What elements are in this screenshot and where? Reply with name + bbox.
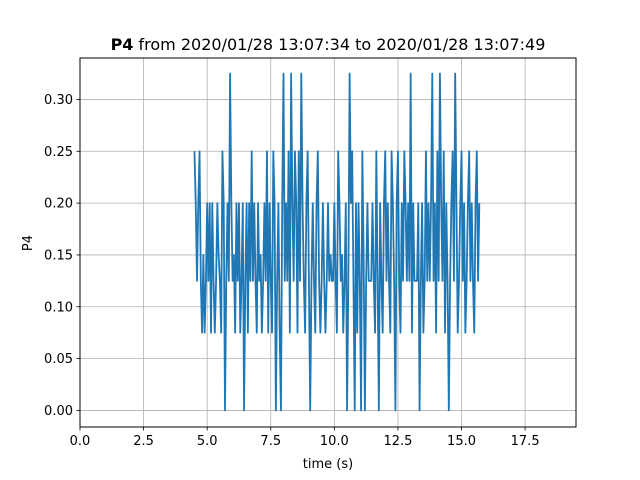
y-axis-label: P4 bbox=[21, 235, 36, 251]
x-tick-label: 0.0 bbox=[70, 434, 91, 449]
series-layer bbox=[193, 72, 481, 412]
x-tick-label: 12.5 bbox=[383, 434, 412, 449]
x-tick-label: 5.0 bbox=[197, 434, 218, 449]
series-line bbox=[193, 72, 481, 412]
x-tick-label: 15.0 bbox=[447, 434, 476, 449]
y-tick-label: 0.00 bbox=[44, 404, 73, 419]
x-tick-label: 10.0 bbox=[320, 434, 349, 449]
x-tick-label: 7.5 bbox=[260, 434, 281, 449]
chart-title: P4 from 2020/01/28 13:07:34 to 2020/01/2… bbox=[111, 35, 546, 54]
y-tick-label: 0.20 bbox=[44, 197, 73, 212]
chart-title-rest: from 2020/01/28 13:07:34 to 2020/01/28 1… bbox=[133, 35, 545, 54]
x-tick-label: 17.5 bbox=[511, 434, 540, 449]
x-axis: 0.0 2.5 5.0 7.5 10.0 12.5 15.0 17.5 bbox=[70, 427, 540, 449]
y-tick-label: 0.25 bbox=[44, 145, 73, 160]
y-tick-label: 0.05 bbox=[44, 352, 73, 367]
y-tick-label: 0.15 bbox=[44, 248, 73, 263]
plot-frame bbox=[79, 57, 577, 428]
y-tick-label: 0.10 bbox=[44, 300, 73, 315]
chart-title-bold: P4 bbox=[111, 35, 134, 54]
x-axis-label: time (s) bbox=[303, 457, 353, 472]
y-axis: 0.00 0.05 0.10 0.15 0.20 0.25 0.30 bbox=[44, 93, 80, 419]
x-tick-label: 2.5 bbox=[133, 434, 154, 449]
y-tick-label: 0.30 bbox=[44, 93, 73, 108]
